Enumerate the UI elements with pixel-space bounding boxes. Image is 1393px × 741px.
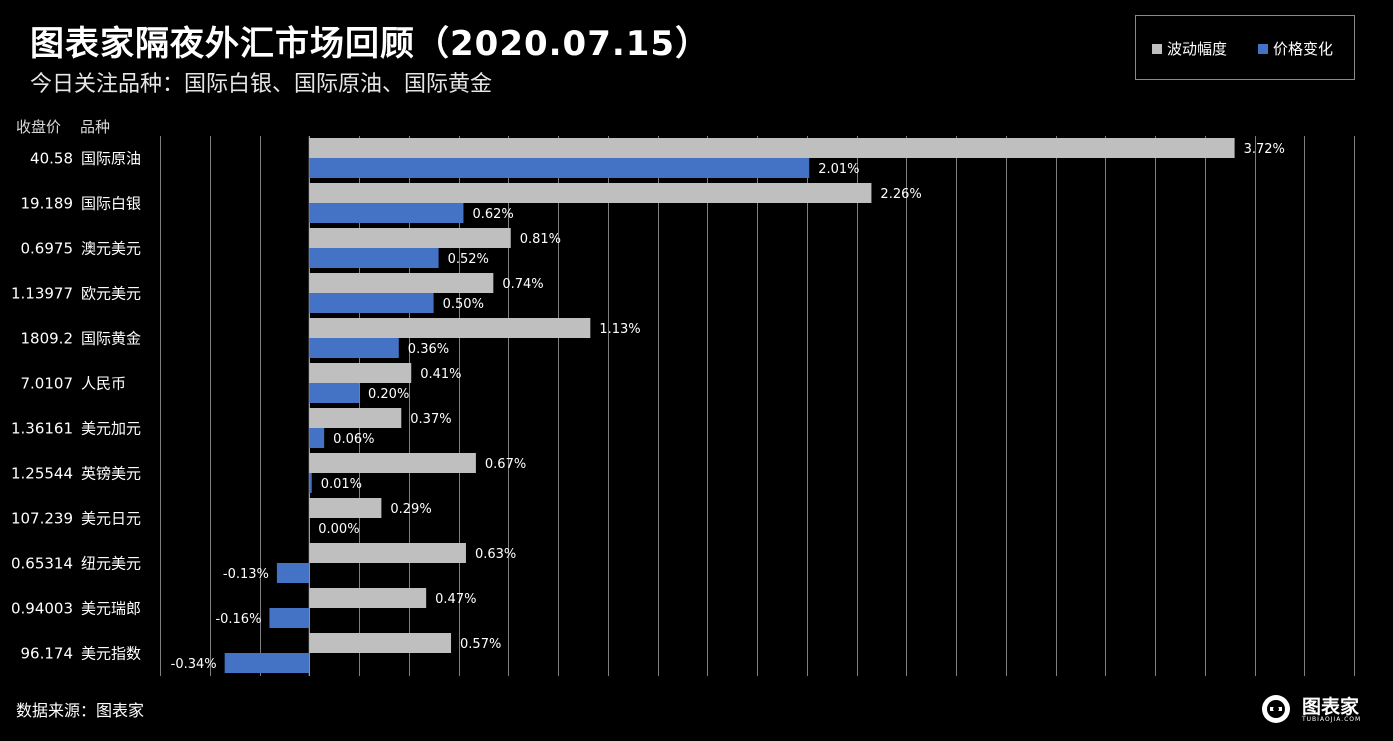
category-price-label: 40.58 — [30, 150, 73, 168]
bar-price-change — [309, 383, 359, 403]
data-label-volatility: 3.72% — [1244, 142, 1285, 157]
data-label-price-change: 0.62% — [472, 207, 513, 222]
legend-label-price-change: 价格变化 — [1273, 40, 1334, 58]
category-price-label: 19.189 — [21, 195, 74, 213]
category-name-label: 国际白银 — [81, 195, 141, 213]
bar-price-change — [309, 248, 439, 268]
data-label-volatility: 0.74% — [502, 277, 543, 292]
category-price-label: 1.13977 — [11, 285, 73, 303]
bar-volatility — [309, 588, 427, 608]
legend-swatch-price-change — [1258, 43, 1268, 54]
category-name-label: 纽元美元 — [81, 555, 141, 573]
brand-logo: 图表家 TUBIAOJIA.COM — [1258, 690, 1368, 730]
data-label-price-change: -0.13% — [223, 567, 269, 582]
bar-volatility — [309, 363, 412, 383]
bar-volatility — [309, 498, 382, 518]
category-name-label: 英镑美元 — [81, 465, 141, 483]
legend-item-volatility: 波动幅度 — [1152, 38, 1227, 59]
data-label-volatility: 2.26% — [880, 187, 921, 202]
chart-subtitle: 今日关注品种：国际白银、国际原油、国际黄金 — [30, 72, 493, 97]
chart-title: 图表家隔夜外汇市场回顾（2020.07.15） — [30, 24, 711, 64]
header-name: 品种 — [80, 118, 111, 136]
bar-volatility — [309, 318, 591, 338]
header-price: 收盘价 — [16, 118, 62, 136]
bar-price-change — [309, 473, 312, 493]
category-price-label: 107.239 — [11, 510, 73, 528]
data-label-price-change: 2.01% — [818, 162, 859, 177]
bar-price-change — [276, 563, 310, 583]
data-label-price-change: 0.20% — [368, 387, 409, 402]
data-label-price-change: 0.00% — [318, 522, 359, 537]
bar-volatility — [309, 408, 402, 428]
category-name-label: 美元瑞郎 — [81, 600, 141, 618]
data-label-volatility: 0.47% — [435, 592, 476, 607]
brand-logo-icon — [1262, 695, 1290, 723]
data-label-volatility: 0.37% — [410, 412, 451, 427]
legend: 波动幅度 价格变化 — [1135, 15, 1355, 80]
bar-price-change — [309, 338, 399, 358]
data-label-volatility: 0.41% — [420, 367, 461, 382]
bar-price-change — [309, 203, 464, 223]
category-price-label: 1.25544 — [11, 465, 73, 483]
legend-item-price-change: 价格变化 — [1258, 38, 1333, 59]
bar-volatility — [309, 633, 452, 653]
bar-volatility — [309, 453, 476, 473]
data-label-price-change: -0.34% — [171, 657, 217, 672]
brand-name: 图表家 — [1302, 696, 1360, 718]
bar-price-change — [309, 293, 434, 313]
category-price-label: 7.0107 — [21, 375, 74, 393]
category-price-label: 0.65314 — [11, 555, 73, 573]
bar-volatility — [309, 273, 494, 293]
bar-price-change — [269, 608, 310, 628]
bar-price-change — [224, 653, 310, 673]
data-label-volatility: 0.29% — [390, 502, 431, 517]
bar-price-change — [309, 158, 810, 178]
category-name-label: 欧元美元 — [81, 285, 141, 303]
category-price-label: 96.174 — [21, 645, 74, 663]
category-name-label: 国际黄金 — [81, 330, 141, 348]
category-price-label: 1.36161 — [11, 420, 73, 438]
bar-price-change — [309, 428, 325, 448]
category-name-label: 美元指数 — [81, 645, 141, 663]
data-label-price-change: 0.06% — [333, 432, 374, 447]
category-name-label: 人民币 — [81, 375, 126, 393]
category-name-label: 美元日元 — [81, 510, 141, 528]
data-label-price-change: 0.50% — [443, 297, 484, 312]
category-name-label: 美元加元 — [81, 420, 141, 438]
bar-volatility — [309, 183, 872, 203]
bar-volatility — [309, 228, 511, 248]
data-label-volatility: 0.63% — [475, 547, 516, 562]
data-source: 数据来源：图表家 — [16, 701, 145, 720]
bar-volatility — [309, 543, 466, 563]
legend-swatch-volatility — [1152, 43, 1162, 54]
data-label-price-change: 0.52% — [448, 252, 489, 267]
category-price-label: 1809.2 — [21, 330, 74, 348]
data-label-volatility: 1.13% — [599, 322, 640, 337]
category-name-label: 澳元美元 — [81, 240, 141, 258]
data-label-price-change: 0.01% — [321, 477, 362, 492]
bar-volatility — [309, 138, 1235, 158]
legend-label-volatility: 波动幅度 — [1167, 40, 1228, 58]
data-label-volatility: 0.57% — [460, 637, 501, 652]
category-name-label: 国际原油 — [81, 150, 141, 168]
data-label-volatility: 0.67% — [485, 457, 526, 472]
category-price-label: 0.94003 — [11, 600, 73, 618]
data-label-price-change: -0.16% — [215, 612, 261, 627]
category-price-label: 0.6975 — [21, 240, 74, 258]
data-label-volatility: 0.81% — [520, 232, 561, 247]
brand-sub: TUBIAOJIA.COM — [1302, 716, 1362, 723]
data-label-price-change: 0.36% — [408, 342, 449, 357]
